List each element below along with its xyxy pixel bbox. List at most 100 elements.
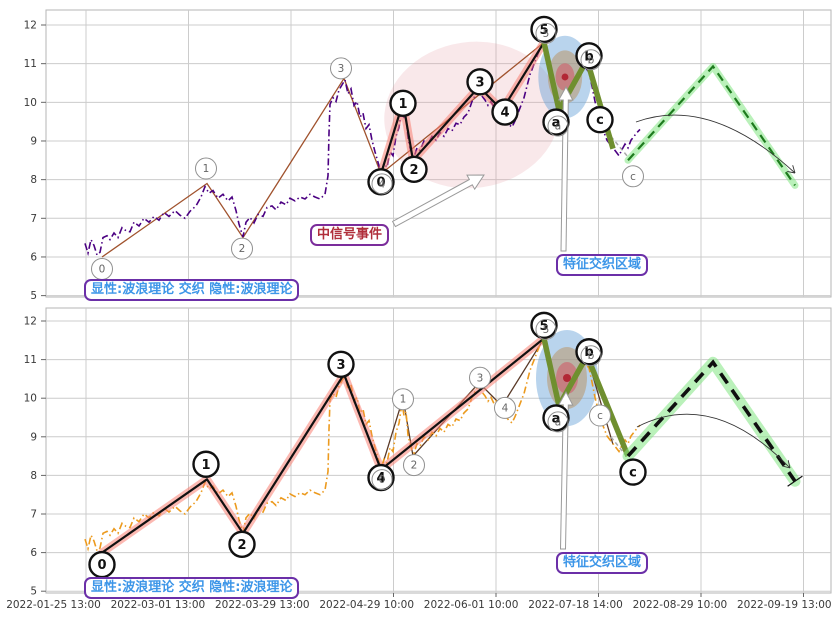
y-tick-label: 12 [24,316,37,328]
y-tick-label: 8 [30,174,37,186]
wave-label-c: c [589,404,611,427]
svg-text:c: c [630,171,636,183]
y-tick-label: 7 [30,509,37,521]
feature-center-dot [561,73,569,81]
y-tick-label: 6 [30,251,37,263]
svg-text:c: c [596,113,604,128]
wave-label-1: 1 [195,157,217,180]
wave-label-3: 3 [469,366,491,389]
abc-wave-line [541,41,616,150]
wave-label-0: 0 [371,469,393,491]
wave-label-5: 5 [530,311,558,340]
wave-label-4: 4 [491,98,519,126]
svg-text:a: a [552,116,561,131]
wave-label-a: a [547,115,569,137]
wave-label-a: a [542,404,570,432]
svg-text:1: 1 [201,458,210,473]
svg-text:c: c [597,410,603,422]
wave-label-0: 0 [88,550,116,579]
projection-line [626,359,797,483]
svg-text:3: 3 [336,358,345,373]
wave-label-5: 5 [535,22,557,44]
svg-text:5: 5 [539,319,548,334]
svg-text:3: 3 [338,63,345,75]
wave-label-b: b [580,49,602,71]
wave-label-3: 3 [330,57,352,80]
signal-event-label: 中信号事件 [310,224,390,246]
svg-text:2: 2 [239,243,246,255]
x-tick-label: 2022-09-19 13:00 [737,599,832,611]
svg-text:0: 0 [379,474,386,486]
svg-text:b: b [588,350,595,362]
wave-label-2: 2 [403,454,425,477]
callout-arrow [557,390,574,550]
wave-label-2: 2 [228,530,256,558]
x-tick-label: 2022-07-18 14:00 [528,599,623,611]
svg-text:4: 4 [500,106,509,121]
svg-text:2: 2 [409,163,418,178]
svg-text:c: c [629,466,637,481]
wave-label-0: 0 [91,257,113,280]
feature-zone-label-bottom: 特征交织区域 [556,552,649,574]
wave-label-1: 1 [389,89,417,118]
y-tick-label: 12 [24,20,37,32]
svg-text:4: 4 [502,402,509,414]
y-tick-label: 10 [24,97,37,109]
y-tick-label: 9 [30,135,37,147]
wave-label-a: a [547,411,569,433]
price-line [84,339,641,553]
svg-text:0: 0 [97,558,106,573]
y-tick-label: 7 [30,213,37,225]
svg-text:5: 5 [543,324,550,336]
wave-label-2: 2 [231,237,253,260]
wave-theory-label-top: 显性:波浪理论 交织 隐性:波浪理论 [84,279,300,301]
y-tick-label: 6 [30,547,37,559]
svg-text:4: 4 [379,178,386,190]
arrowhead-icon [782,460,791,469]
projection-line [627,64,796,187]
svg-text:2: 2 [411,460,418,472]
wave-label-b: b [580,345,602,367]
x-tick-label: 2022-06-01 10:00 [424,599,519,611]
x-tick-label: 2022-03-01 13:00 [111,599,206,611]
projection-end-tick [787,475,803,487]
callout-arrow [557,85,574,252]
wave-label-5: 5 [535,318,557,340]
wave-label-3: 3 [327,350,355,378]
svg-text:0: 0 [376,175,385,190]
wave-label-3: 3 [466,68,494,96]
y-tick-label: 5 [30,290,37,302]
y-tick-label: 9 [30,431,37,443]
wave-theory-label-bottom: 显性:波浪理论 交织 隐性:波浪理论 [84,577,300,599]
svg-text:b: b [584,49,593,64]
svg-text:1: 1 [398,97,407,112]
svg-text:a: a [555,121,561,133]
svg-text:b: b [588,54,595,66]
y-tick-label: 11 [24,354,37,366]
svg-text:a: a [555,416,561,428]
x-tick-label: 2022-08-29 10:00 [633,599,728,611]
y-tick-label: 10 [24,393,37,405]
svg-text:b: b [584,345,593,360]
svg-text:3: 3 [475,75,484,90]
svg-text:a: a [552,411,561,426]
wave-label-5: 5 [530,15,558,44]
arrowhead-icon [787,165,796,174]
feature-center-dot [563,374,571,382]
x-tick-label: 2022-01-25 13:00 [6,599,101,611]
x-axis-labels: 2022-01-25 13:00 2022-03-01 13:00 2022-03-… [6,593,832,611]
wave-label-b: b [575,338,603,366]
wave-label-4: 4 [371,173,393,195]
svg-text:3: 3 [477,372,484,384]
wave-label-c: c [586,106,614,134]
plot-frame [45,307,832,594]
projection-arc [636,413,791,469]
wave-label-2: 2 [400,155,428,184]
svg-text:0: 0 [99,263,106,275]
